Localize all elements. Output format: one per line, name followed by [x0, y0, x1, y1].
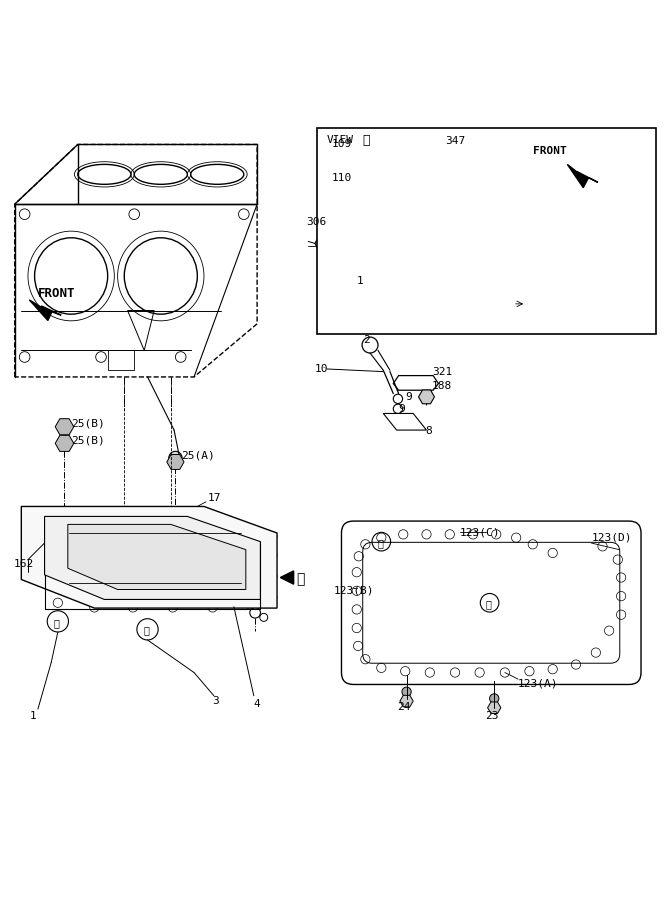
Text: Ⓑ: Ⓑ: [486, 599, 492, 609]
Polygon shape: [55, 418, 74, 435]
Bar: [317, 128, 656, 334]
Text: 4: 4: [253, 698, 261, 708]
Text: 123(C): 123(C): [460, 527, 500, 537]
Circle shape: [490, 694, 499, 703]
Text: 1: 1: [29, 711, 36, 721]
Text: Ⓒ: Ⓒ: [296, 572, 305, 586]
Text: 110: 110: [331, 173, 352, 183]
Text: VIEW: VIEW: [327, 136, 354, 146]
Text: 17: 17: [207, 493, 221, 503]
Text: Ⓑ: Ⓑ: [143, 626, 149, 635]
Polygon shape: [280, 571, 293, 584]
Text: 9: 9: [406, 392, 412, 402]
Text: 25(B): 25(B): [71, 418, 105, 428]
Polygon shape: [366, 195, 392, 224]
Polygon shape: [441, 210, 471, 212]
Text: 25(A): 25(A): [181, 450, 215, 460]
Circle shape: [57, 419, 72, 434]
Polygon shape: [400, 696, 414, 706]
Polygon shape: [21, 507, 277, 608]
Text: Ⓐ: Ⓐ: [54, 617, 60, 627]
Text: 123(A): 123(A): [518, 679, 559, 688]
Circle shape: [451, 202, 462, 213]
Text: 10: 10: [315, 364, 328, 374]
Text: Ⓐ: Ⓐ: [378, 538, 384, 548]
Text: FRONT: FRONT: [533, 146, 566, 156]
Circle shape: [402, 687, 412, 697]
Text: 123(B): 123(B): [334, 586, 374, 596]
Circle shape: [57, 436, 72, 451]
Polygon shape: [29, 300, 61, 320]
Text: 1: 1: [357, 275, 364, 285]
Text: Ⓒ: Ⓒ: [362, 134, 370, 147]
Polygon shape: [488, 702, 501, 714]
Circle shape: [169, 451, 182, 464]
Text: 123(D): 123(D): [591, 533, 632, 543]
Text: 25(B): 25(B): [71, 435, 105, 445]
Polygon shape: [68, 525, 246, 590]
Polygon shape: [45, 517, 260, 599]
Text: 3: 3: [213, 696, 219, 706]
Polygon shape: [444, 187, 468, 208]
Text: 347: 347: [445, 136, 466, 146]
Text: 188: 188: [432, 382, 452, 392]
Text: 109: 109: [331, 140, 352, 149]
Text: FRONT: FRONT: [38, 287, 75, 301]
Text: 2: 2: [364, 335, 370, 345]
Polygon shape: [568, 165, 598, 187]
Polygon shape: [167, 454, 184, 470]
Text: 306: 306: [306, 217, 327, 227]
Polygon shape: [418, 390, 434, 404]
Text: 9: 9: [399, 404, 406, 414]
Text: 24: 24: [398, 702, 411, 712]
Text: 321: 321: [432, 366, 452, 376]
Text: 8: 8: [425, 427, 432, 436]
Circle shape: [370, 201, 388, 218]
Text: 23: 23: [485, 711, 498, 721]
Polygon shape: [55, 436, 74, 452]
Text: 162: 162: [13, 559, 33, 569]
